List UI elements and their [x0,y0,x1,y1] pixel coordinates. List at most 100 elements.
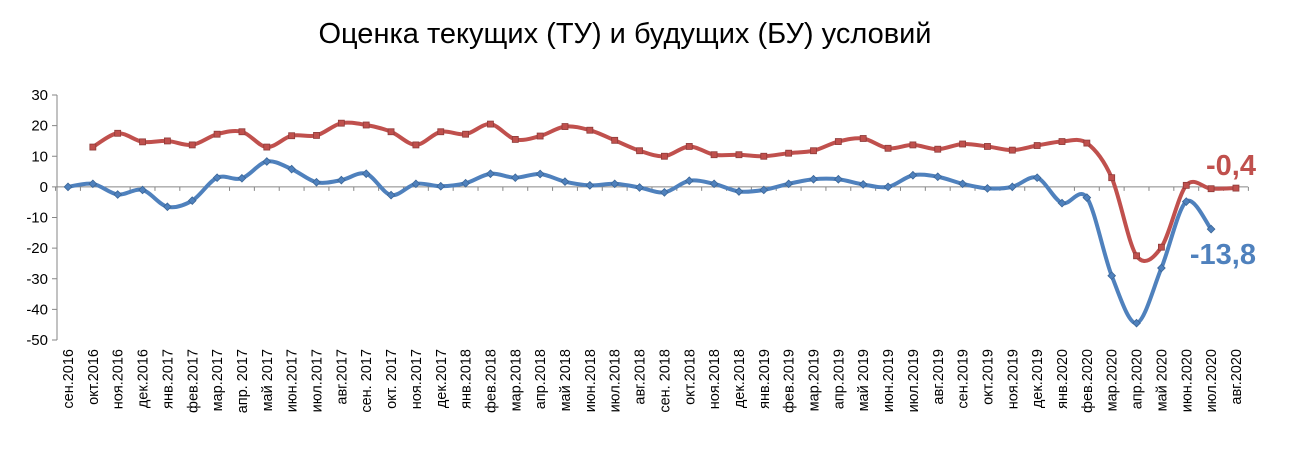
x-tick-label: мар.2020 [1105,349,1121,411]
data-point [858,180,868,189]
data-point [760,152,768,160]
data-point [1082,193,1092,202]
data-point [336,175,346,185]
y-tick-label: -30 [26,271,48,288]
data-point [1232,184,1240,192]
data-point [287,164,297,174]
data-point [386,190,396,200]
data-point [63,182,73,192]
data-point [685,143,693,150]
data-point [187,196,197,206]
data-labels: -0,4 -13,8 [1190,150,1256,271]
data-point [859,135,867,142]
data-point [561,123,569,130]
x-tick-label: фев.2017 [185,349,201,413]
series-group [63,119,1240,328]
x-tick-label: июл.2017 [310,349,326,412]
x-tick-label: ноя.2016 [111,349,127,409]
x-tick-label: мар.2017 [210,349,226,411]
data-point [983,184,992,193]
data-point [411,179,421,189]
x-tick-label: авг.2018 [633,349,649,405]
data-point [908,170,918,180]
x-tick-label: апр. 2017 [235,349,251,413]
data-point [734,187,744,196]
data-point [486,169,495,179]
data-point [759,185,769,195]
data-point [610,179,620,189]
data-point [237,173,247,183]
x-tick-label: ноя.2019 [1005,349,1021,409]
data-point [1058,138,1066,145]
x-tick-label: июл.2019 [906,349,922,412]
x-tick-label: янв.2017 [160,349,176,409]
data-point [461,178,470,188]
y-tick-label: 10 [31,148,48,165]
data-point [511,136,519,143]
data-point [1033,142,1041,149]
data-point [262,157,272,166]
x-tick-label: окт.2019 [980,349,996,405]
data-point [684,176,694,186]
x-tick-label: июн.2020 [1179,349,1195,412]
data-point [1157,263,1166,273]
data-point [1132,318,1141,328]
data-point [212,173,222,183]
x-tick-label: апр.2019 [831,349,847,409]
data-point [1158,243,1165,251]
x-tick-label: июл.2018 [608,349,624,412]
x-tick-label: июн.2018 [583,349,599,412]
data-point [710,151,718,159]
data-point [735,151,743,159]
x-tick-label: июн.2017 [285,349,301,412]
data-point [163,202,172,212]
x-tick-label: авг.2020 [1229,349,1245,405]
data-point [535,169,545,179]
x-tick-label: мар.2018 [508,349,524,411]
data-point [88,179,98,189]
data-point [238,128,246,136]
data-point [313,132,320,139]
data-point [661,152,668,160]
data-point [213,130,221,138]
data-point [909,141,917,149]
data-point [1182,181,1190,189]
data-point [1206,224,1216,234]
data-point [139,138,146,146]
x-tick-label: янв.2018 [459,349,475,409]
x-tick-label: ноя.2017 [409,349,425,409]
x-tick-label: фев.2018 [483,349,499,413]
y-tick-label: 30 [31,87,48,104]
y-tick-label: -10 [26,210,48,227]
data-point [487,120,494,128]
data-point [263,143,271,151]
data-point [1008,146,1016,154]
data-point [933,172,943,182]
data-point [883,182,893,192]
data-point [785,149,793,157]
series-1 [63,157,1216,328]
x-tick-label: окт. 2017 [384,349,400,409]
x-tick-label: окт.2016 [86,349,102,405]
data-point [362,121,370,129]
x-tick-label: сен.2016 [61,349,77,409]
data-point [611,136,619,144]
data-point [1032,173,1042,183]
data-point [784,179,794,189]
y-axis: 30 20 10 0 -10 -20 -30 -40 -50 [26,87,58,349]
x-tick-label: фев.2020 [1080,349,1096,413]
x-tick-label: дек.2017 [434,349,450,408]
data-point [709,179,719,189]
x-tick-label: авг.2019 [931,349,947,405]
x-tick-label: июл.2020 [1204,349,1220,412]
series-0 [89,119,1240,263]
x-tick-label: апр.2020 [1130,349,1146,409]
data-point [1057,198,1067,208]
data-point [635,183,644,192]
data-point [412,141,420,149]
y-tick-label: 0 [40,179,48,196]
data-point [1181,197,1191,206]
data-point [188,141,196,149]
x-tick-label: сен. 2017 [359,349,375,413]
x-tick-label: июн.2019 [881,349,897,412]
